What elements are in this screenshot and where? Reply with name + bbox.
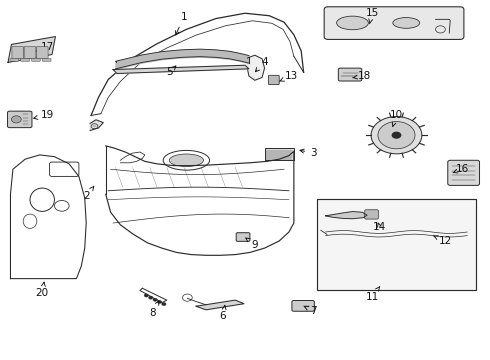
Text: 18: 18	[353, 71, 371, 81]
Polygon shape	[8, 37, 55, 62]
Polygon shape	[90, 120, 103, 131]
FancyBboxPatch shape	[42, 58, 51, 61]
FancyBboxPatch shape	[10, 58, 19, 61]
FancyBboxPatch shape	[365, 210, 378, 219]
Text: 14: 14	[373, 222, 386, 231]
FancyBboxPatch shape	[12, 46, 24, 59]
Ellipse shape	[337, 16, 368, 30]
Text: 17: 17	[35, 42, 54, 52]
Circle shape	[392, 132, 401, 139]
FancyBboxPatch shape	[269, 75, 279, 85]
FancyBboxPatch shape	[338, 68, 362, 81]
Text: 10: 10	[390, 111, 403, 126]
Circle shape	[371, 117, 422, 154]
Ellipse shape	[393, 18, 419, 28]
Circle shape	[153, 298, 157, 301]
FancyBboxPatch shape	[324, 7, 464, 40]
Text: 11: 11	[366, 287, 380, 302]
Polygon shape	[326, 212, 367, 219]
Text: 12: 12	[433, 236, 452, 246]
Ellipse shape	[169, 154, 203, 167]
Circle shape	[378, 122, 415, 149]
FancyBboxPatch shape	[7, 111, 32, 128]
FancyBboxPatch shape	[36, 46, 48, 59]
Text: 15: 15	[366, 8, 379, 24]
Circle shape	[157, 300, 162, 303]
FancyBboxPatch shape	[31, 58, 40, 61]
Text: 2: 2	[83, 186, 94, 201]
Circle shape	[148, 296, 153, 299]
FancyBboxPatch shape	[317, 199, 476, 291]
FancyBboxPatch shape	[236, 233, 250, 241]
Polygon shape	[247, 55, 265, 80]
Text: 9: 9	[246, 238, 258, 249]
Text: 20: 20	[36, 282, 49, 298]
FancyBboxPatch shape	[24, 46, 36, 59]
Text: 8: 8	[149, 301, 159, 318]
FancyBboxPatch shape	[21, 58, 29, 61]
Polygon shape	[113, 65, 249, 73]
Text: 4: 4	[255, 57, 268, 72]
Text: 19: 19	[34, 111, 54, 121]
FancyBboxPatch shape	[292, 301, 315, 311]
Text: 13: 13	[279, 71, 298, 81]
FancyBboxPatch shape	[448, 160, 480, 185]
Text: 3: 3	[300, 148, 317, 158]
Text: 7: 7	[304, 306, 317, 316]
Text: 16: 16	[453, 164, 469, 174]
Bar	[265, 148, 294, 160]
Circle shape	[144, 294, 148, 297]
Polygon shape	[196, 300, 244, 310]
Text: 1: 1	[175, 12, 187, 35]
Text: 5: 5	[166, 66, 176, 77]
Text: 6: 6	[220, 305, 226, 321]
Circle shape	[162, 302, 166, 306]
Circle shape	[11, 116, 21, 123]
